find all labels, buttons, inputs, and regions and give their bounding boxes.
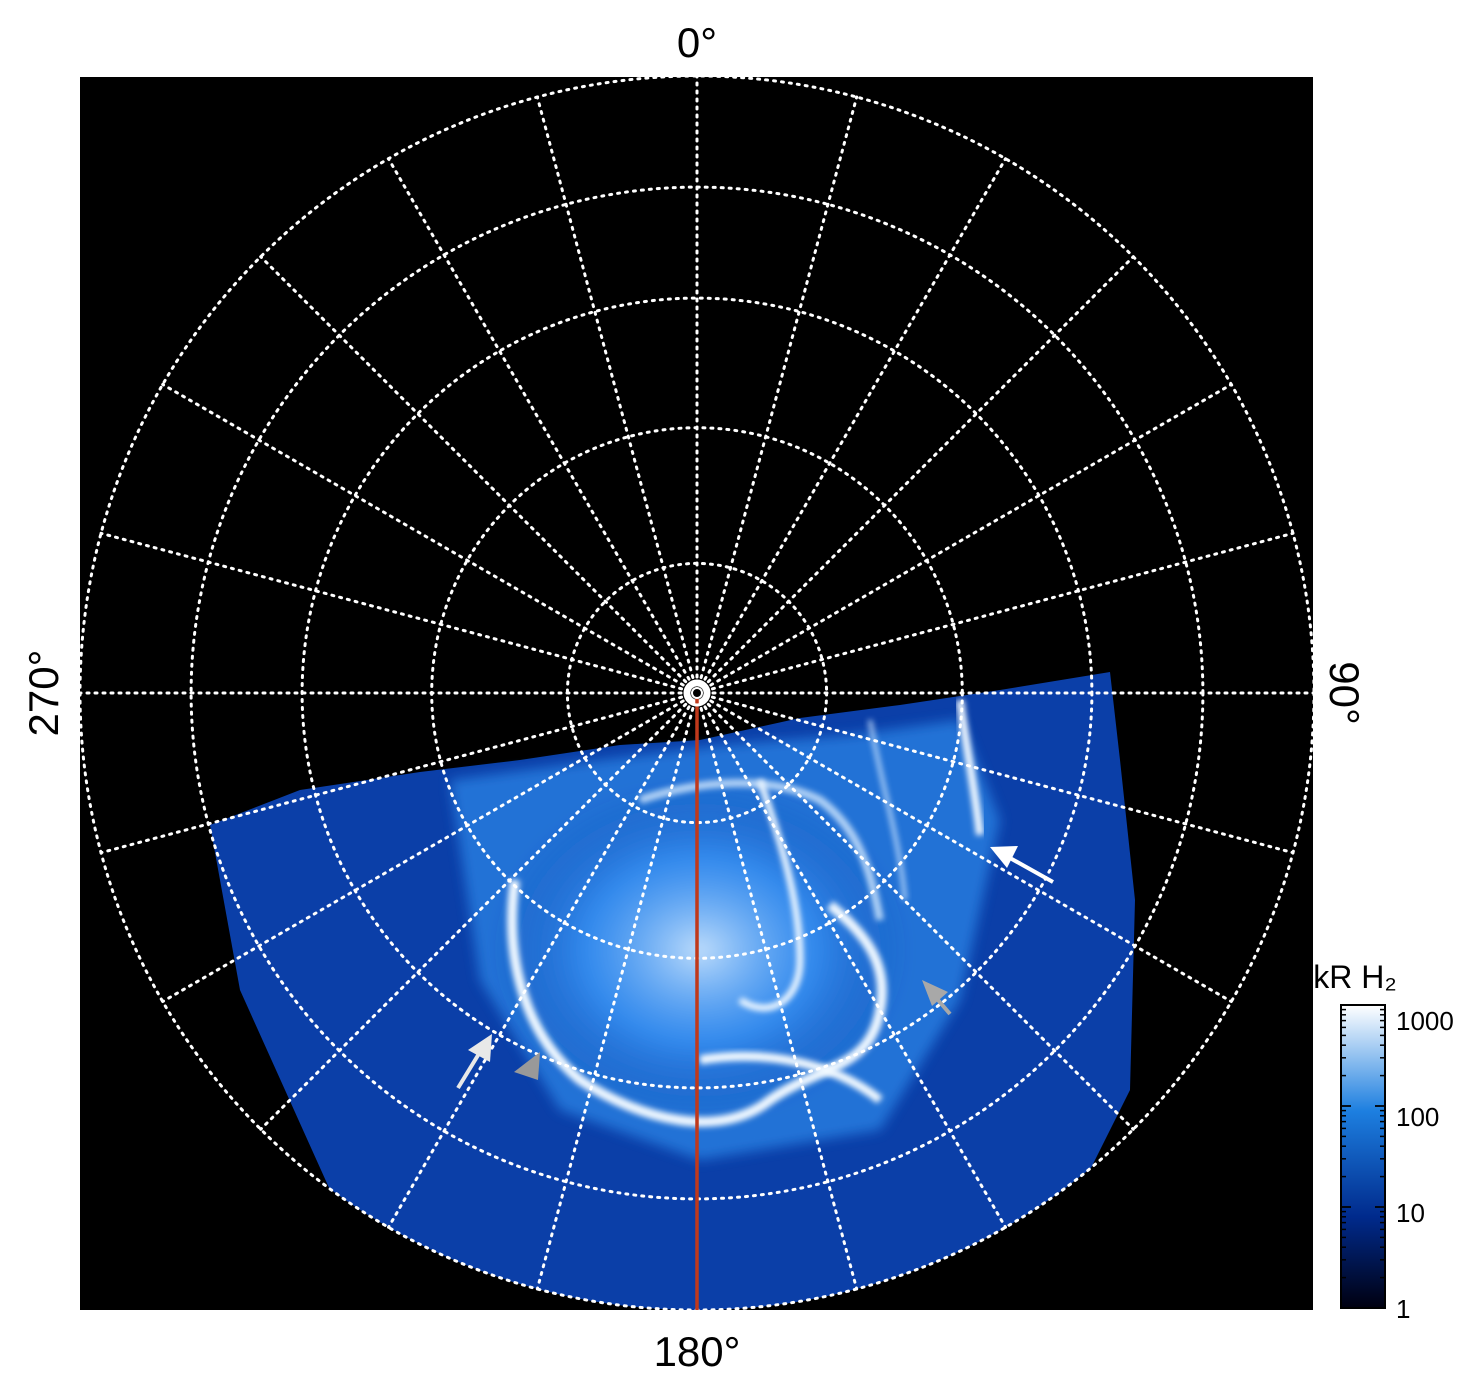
grid-meridian-300 bbox=[161, 383, 699, 695]
grid-meridian-210 bbox=[387, 691, 699, 1229]
colorbar-title: kR H₂ bbox=[1313, 959, 1397, 995]
grid-meridian-135 bbox=[695, 691, 1135, 1131]
longitude-label-bottom: 180° bbox=[654, 1328, 741, 1375]
grid-meridian-330 bbox=[387, 157, 699, 695]
grid-meridian-150 bbox=[695, 691, 1007, 1229]
grid-meridian-30 bbox=[695, 157, 1007, 695]
grid-meridian-45 bbox=[695, 255, 1135, 695]
colorbar-tick-label-10: 10 bbox=[1396, 1198, 1425, 1228]
longitude-label-left: 270° bbox=[20, 650, 67, 737]
colorbar-tick-label-100: 100 bbox=[1396, 1102, 1439, 1132]
grid-meridian-195 bbox=[535, 691, 699, 1291]
grid-meridian-225 bbox=[259, 691, 699, 1131]
arrow-white-left bbox=[456, 1034, 492, 1090]
colorbar-tick-label-1000: 1000 bbox=[1396, 1006, 1454, 1036]
grid-meridian-240 bbox=[161, 691, 699, 1003]
grid-meridian-120 bbox=[695, 691, 1233, 1003]
colorbar-gradient bbox=[1340, 1004, 1386, 1309]
longitude-label-top: 0° bbox=[677, 19, 717, 66]
pole-marker bbox=[683, 679, 711, 707]
grid-meridian-345 bbox=[535, 95, 699, 695]
grid-meridian-15 bbox=[695, 95, 859, 695]
grid-meridian-105 bbox=[695, 691, 1295, 855]
colorbar: kR H₂ 1000 100 10 1 bbox=[1313, 959, 1454, 1324]
longitude-label-right: 90° bbox=[1321, 661, 1368, 725]
grid-meridian-75 bbox=[695, 531, 1295, 695]
grid-meridian-315 bbox=[259, 255, 699, 695]
grid-meridian-165 bbox=[695, 691, 859, 1291]
grid-meridian-255 bbox=[99, 691, 699, 855]
arrow-gray-left bbox=[514, 1052, 540, 1080]
arrow-white-upper-right bbox=[990, 846, 1054, 884]
grid-meridian-285 bbox=[99, 531, 699, 695]
colorbar-tick-label-1: 1 bbox=[1396, 1294, 1410, 1324]
arrow-gray-right bbox=[922, 980, 952, 1016]
grid-meridian-60 bbox=[695, 383, 1233, 695]
